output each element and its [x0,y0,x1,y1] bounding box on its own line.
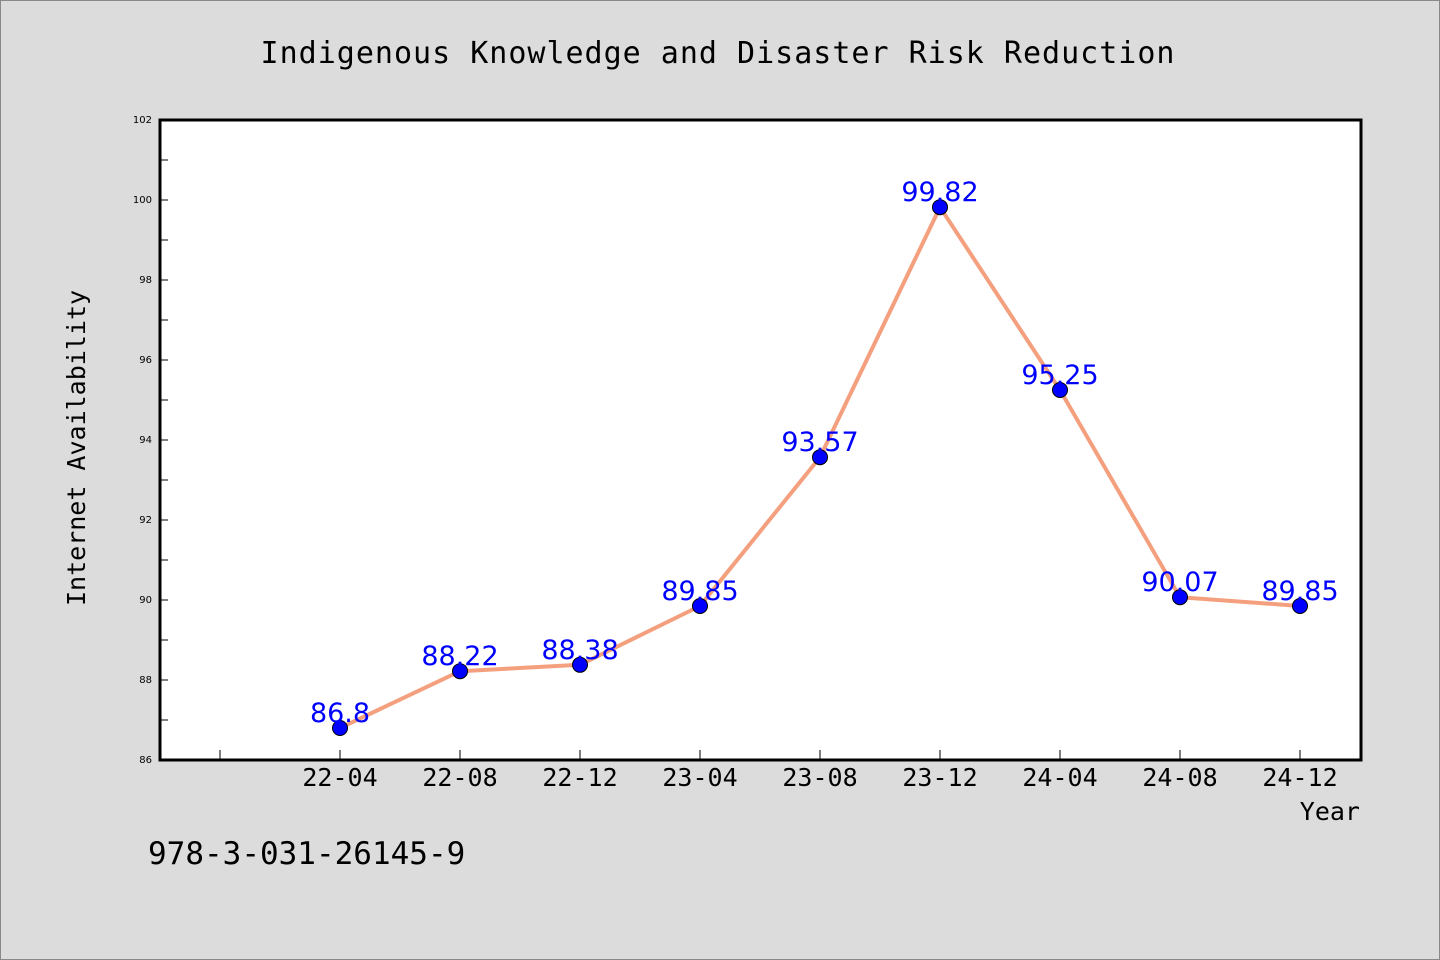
data-point [1172,589,1188,606]
x-axis: 22-04 22-08 22-12 23-04 23-08 23-12 24-04 24-08… [219,750,1338,792]
x-tick-label: 24-08 [1142,763,1217,792]
y-tick-label: 98 [139,275,152,286]
isbn-text: 978-3-031-26145-9 [148,836,465,872]
x-tick-label: 24-04 [1022,763,1097,792]
x-tick-label: 23-04 [662,763,737,792]
data-point [812,449,828,466]
x-tick-label: 24-12 [1262,763,1337,792]
data-point [1292,598,1308,614]
data-label: 88.38 [541,635,618,666]
data-label: 95.25 [1021,360,1098,391]
x-tick-label: 22-12 [542,763,617,792]
y-axis-label: Internet Availability [62,290,91,606]
data-point [572,656,588,673]
data-label: 89.85 [661,576,738,607]
y-axis: 86 88 90 92 94 96 98 100 102 [133,115,168,766]
x-axis-label: Year [1300,797,1360,826]
y-tick-label: 88 [139,675,152,686]
data-point [1052,382,1068,398]
chart-title: Indigenous Knowledge and Disaster Risk R… [261,36,1176,71]
data-label: 86.8 [310,698,370,729]
data-point [932,199,948,216]
data-label: 99.82 [901,177,978,208]
plot-area [158,118,1363,762]
data-label: 89.85 [1261,576,1338,607]
data-point [452,663,468,680]
y-tick-label: 100 [133,195,152,206]
y-tick-label: 86 [139,755,152,766]
x-tick-label: 23-12 [902,763,977,792]
y-tick-label: 96 [139,355,152,366]
y-tick-label: 102 [133,115,152,126]
y-tick-label: 92 [139,515,152,526]
y-tick-label: 94 [139,435,152,446]
data-label: 88.22 [421,641,498,672]
y-tick-label: 90 [139,595,152,606]
data-point [692,598,708,614]
data-label: 93.57 [781,427,858,458]
x-tick-label: 22-04 [302,763,377,792]
data-label: 90.07 [1141,567,1218,598]
x-tick-label: 22-08 [422,763,497,792]
data-point [332,720,348,736]
x-tick-label: 23-08 [782,763,857,792]
